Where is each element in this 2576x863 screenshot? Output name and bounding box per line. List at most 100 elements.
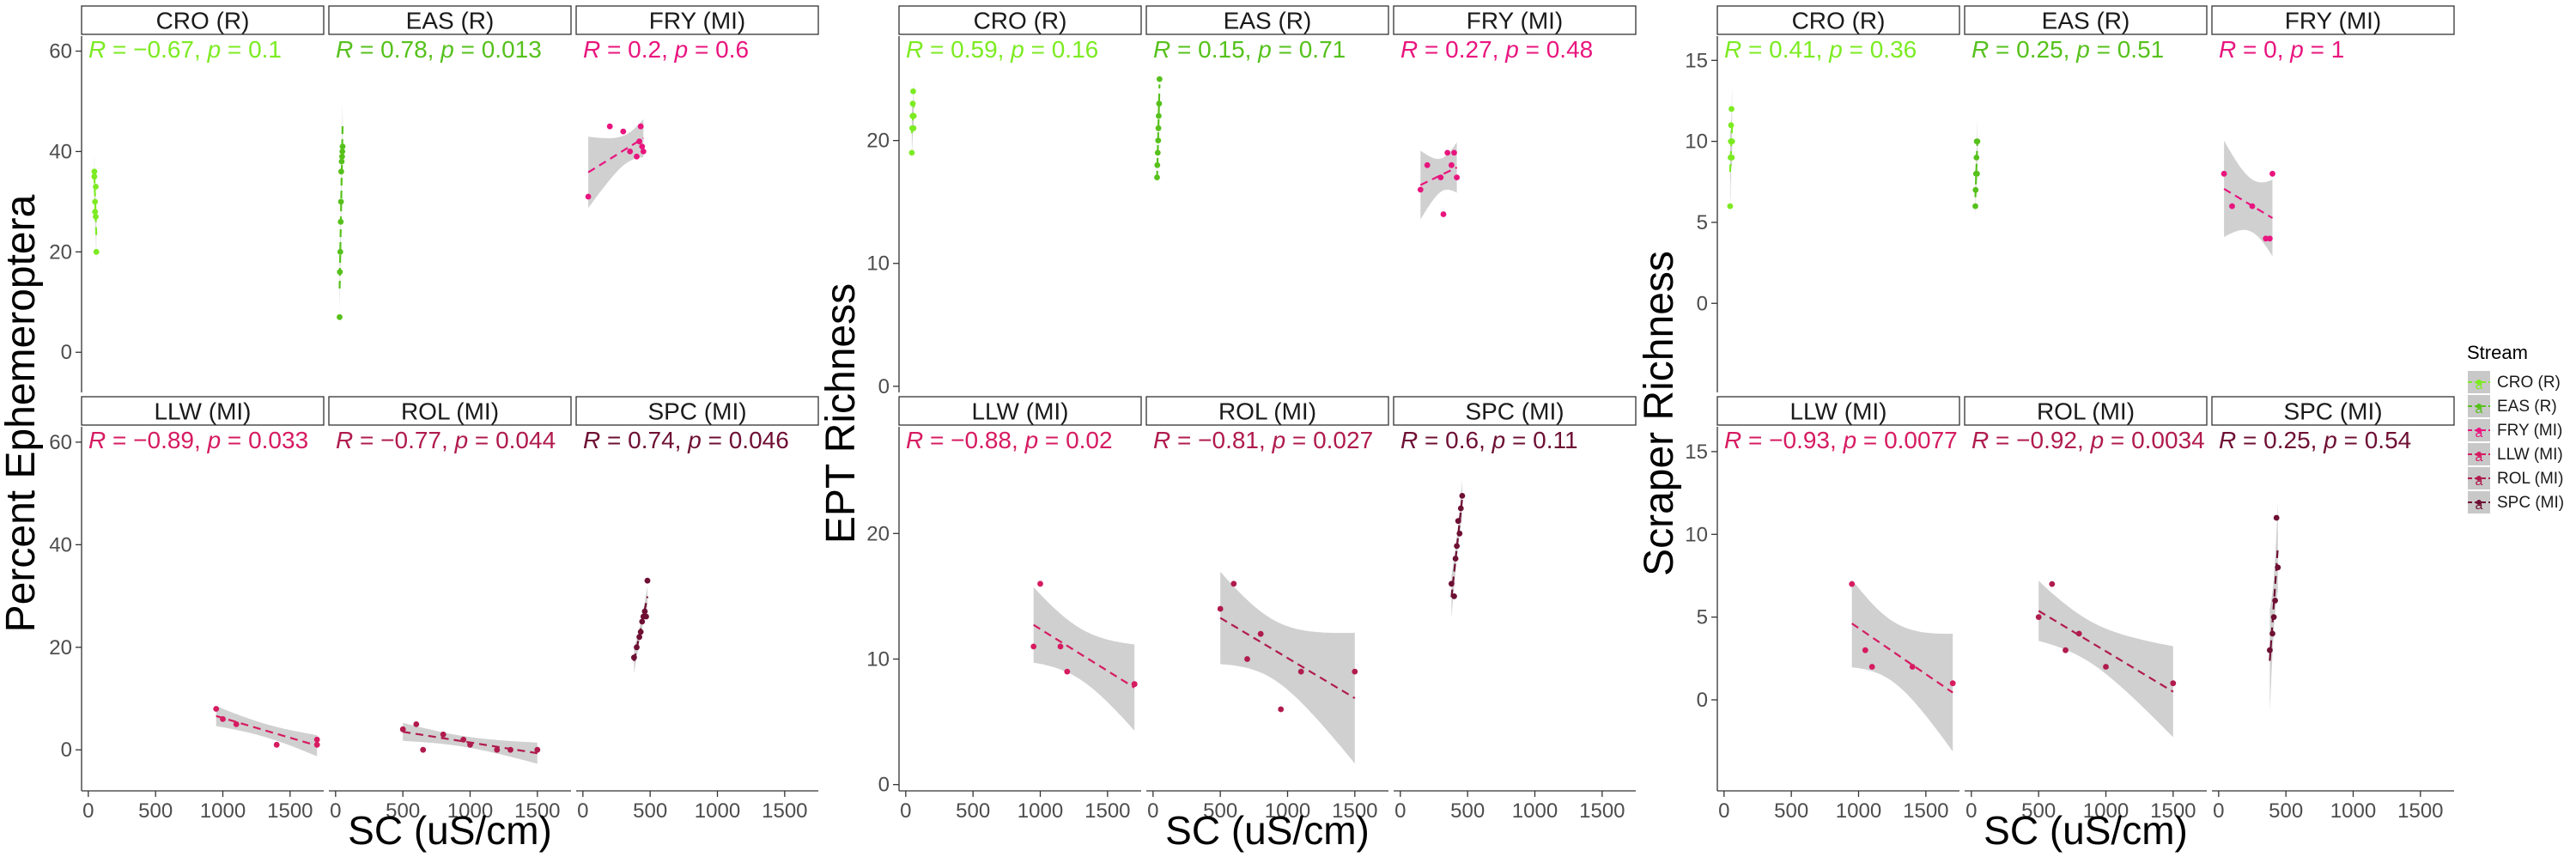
data-point <box>634 153 640 160</box>
x-tick-label: 1500 <box>2397 799 2443 823</box>
y-tick-label: 60 <box>49 40 72 64</box>
stat-fragment: = <box>1741 36 1769 63</box>
stat-fragment: p <box>2289 36 2304 63</box>
stat-fragment: R <box>1971 36 1989 63</box>
y-tick-label: 10 <box>1685 523 1708 546</box>
data-point <box>338 158 345 165</box>
data-point <box>1057 643 1064 650</box>
stat-fragment: p <box>1257 36 1272 63</box>
stat-fragment: R <box>1153 427 1170 453</box>
data-point <box>2035 614 2042 620</box>
data-point <box>339 149 346 155</box>
stat-fragment: R <box>1724 36 1741 63</box>
data-point <box>413 721 420 727</box>
data-point <box>2267 235 2273 242</box>
facet-strip <box>328 396 572 426</box>
p-value: 0.027 <box>1313 427 1373 453</box>
correlation-label: R = 0.27, p = 0.48 <box>1400 36 1593 63</box>
facet-strip <box>1964 396 2208 426</box>
data-point <box>1459 493 1466 499</box>
facet-strip-label: ROL (MI) <box>1218 398 1316 425</box>
facet-panel: ROL (MI) 0 500 1000 1500 R = −0.77, p = 0.044 <box>328 396 572 823</box>
p-value: 0.16 <box>1052 36 1099 63</box>
correlation-label: R = −0.93, p = 0.0077 <box>1724 427 1958 453</box>
stat-fragment: = <box>1038 427 1066 453</box>
y-tick-label: 20 <box>866 130 890 153</box>
stat-fragment: p <box>440 36 454 63</box>
x-tick-label: 0 <box>2213 799 2224 823</box>
correlation-label: R = −0.88, p = 0.02 <box>906 427 1113 453</box>
stat-fragment: , <box>675 427 689 453</box>
regression-line <box>216 714 318 747</box>
facet-panel: FRY (MI)R = 0.27, p = 0.48 <box>1393 5 1637 220</box>
p-value: 0.02 <box>1066 427 1113 453</box>
data-point <box>1154 149 1161 156</box>
correlation-label: R = 0.74, p = 0.046 <box>583 427 789 453</box>
data-point <box>910 125 917 131</box>
data-point <box>1974 138 1981 145</box>
data-point <box>467 741 473 748</box>
data-point <box>2270 614 2277 620</box>
data-point <box>93 214 99 220</box>
confidence-band <box>2038 580 2173 738</box>
stat-fragment: p <box>1504 36 1519 63</box>
data-point <box>2273 514 2280 521</box>
p-value: 1 <box>2331 36 2345 63</box>
p-value: 0.36 <box>1870 36 1917 63</box>
stat-fragment: , <box>1245 36 1259 63</box>
confidence-band <box>1420 142 1457 220</box>
y-tick-label: 40 <box>49 140 72 163</box>
data-point <box>1862 647 1868 653</box>
data-point <box>639 618 646 625</box>
stat-fragment: = <box>923 36 951 63</box>
x-tick-label: 1500 <box>1903 799 1948 823</box>
facet-strip-label: FRY (MI) <box>2285 8 2382 34</box>
y-tick-label: 0 <box>61 738 72 762</box>
data-point <box>644 577 651 584</box>
facet-strip-label: LLW (MI) <box>971 398 1068 425</box>
stat-fragment: p <box>1272 427 1286 453</box>
stat-fragment: p <box>2075 36 2090 63</box>
y-tick-label: 0 <box>61 341 72 364</box>
data-point <box>908 149 915 156</box>
legend-key-point <box>2476 404 2482 409</box>
facet-panel: LLW (MI) 0 20 40 60 0 500 1000 1500 R = −0.89, p … <box>49 396 325 823</box>
data-point <box>338 168 344 175</box>
x-tick-label: 0 <box>82 799 94 823</box>
regression-line <box>587 137 644 173</box>
x-tick-label: 500 <box>2021 799 2056 823</box>
facet-panel: FRY (MI)R = 0, p = 1 <box>2211 5 2455 257</box>
data-point <box>220 716 226 722</box>
stat-fragment: = <box>1024 36 1052 63</box>
stat-fragment: R <box>1971 427 1989 453</box>
regression-line <box>1033 623 1135 689</box>
x-tick-label: 500 <box>956 799 990 823</box>
stat-fragment: R <box>88 427 106 453</box>
data-point <box>1230 580 1237 587</box>
facet-strip-label: FRY (MI) <box>1467 8 1564 34</box>
x-tick-label: 1000 <box>1512 799 1558 823</box>
facet-panel: LLW (MI) 0 10 20 0 500 1000 1500 R = −0.88, p = … <box>866 396 1142 823</box>
data-point <box>1030 643 1037 650</box>
y-tick-label: 20 <box>49 636 72 659</box>
y-tick-label: 15 <box>1685 441 1708 464</box>
data-point <box>2049 580 2056 587</box>
p-value: 0.51 <box>2117 36 2165 63</box>
p-value: 0.0077 <box>1884 427 1958 453</box>
data-point <box>1451 149 1457 156</box>
facet-strip-label: EAS (R) <box>2042 8 2130 34</box>
facet-strip-label: CRO (R) <box>156 8 250 34</box>
facet-strip-label: SPC (MI) <box>647 398 746 425</box>
stat-fragment: , <box>2311 427 2324 453</box>
data-point <box>2275 564 2281 571</box>
data-point <box>1244 656 1250 662</box>
r-value: −0.81 <box>1198 427 1259 453</box>
facet-panel: CRO (R) 0 20 40 60 R = −0.67, p = 0.1 <box>49 5 325 392</box>
data-point <box>337 218 344 225</box>
data-point <box>213 706 220 712</box>
data-point <box>634 644 640 651</box>
data-point <box>1949 680 1956 687</box>
confidence-band <box>588 119 644 209</box>
stat-fragment: = <box>1989 427 2016 453</box>
